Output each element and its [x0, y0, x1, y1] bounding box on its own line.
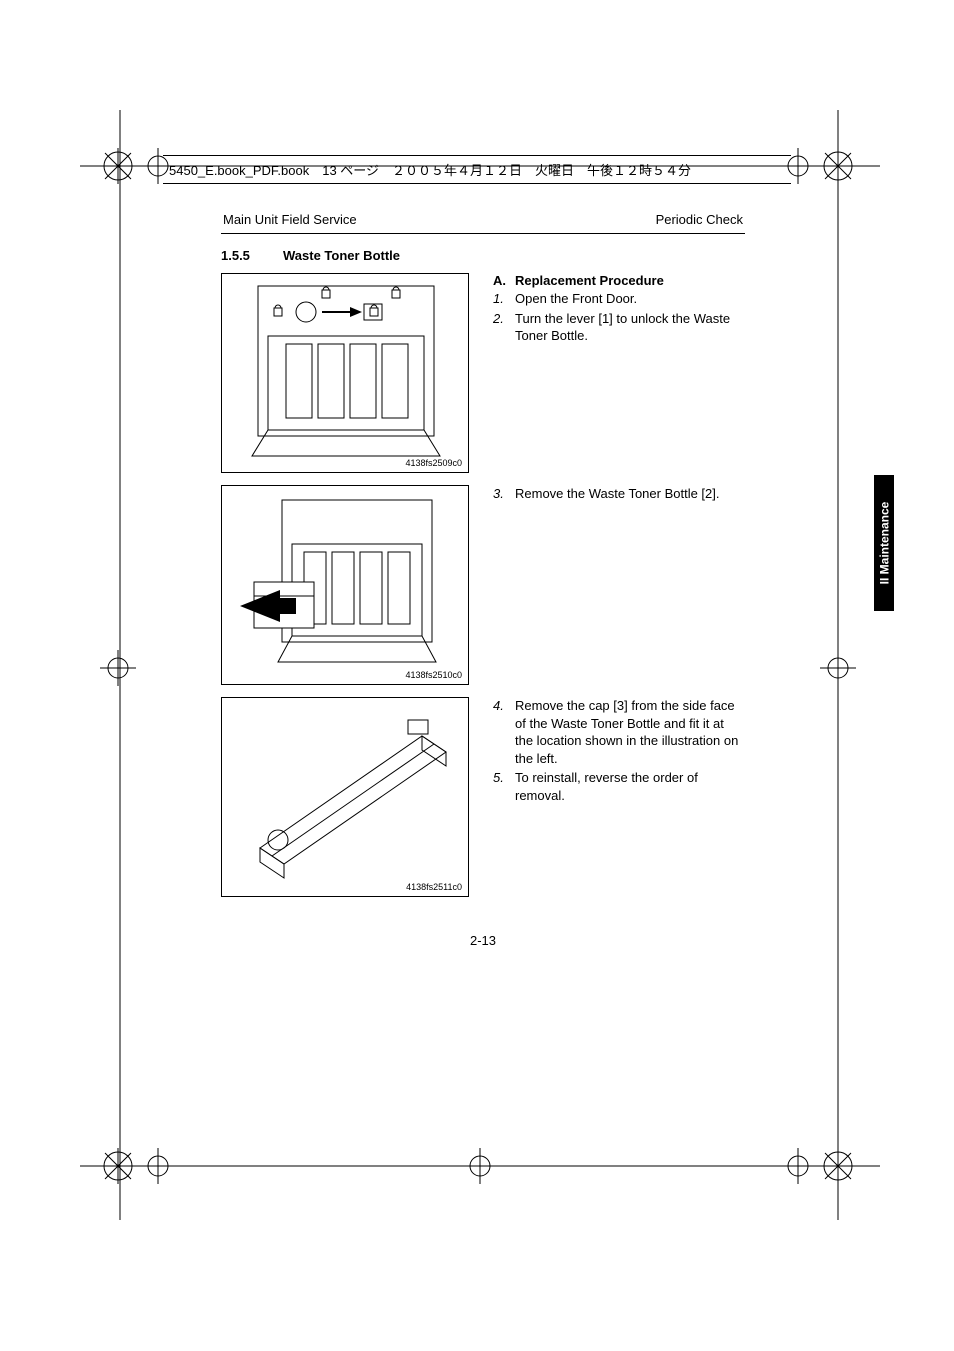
page-frame: 5450_E.book_PDF.book 13 ページ ２００５年４月１２日 火…: [143, 155, 823, 1185]
side-tab-maintenance: II Maintenance: [874, 475, 894, 611]
figure-1: 4138fs2509c0: [221, 273, 469, 473]
subhead-text: Replacement Procedure: [515, 273, 664, 288]
figure-2-label: 4138fs2510c0: [405, 670, 462, 680]
figure-3-label: 4138fs2511c0: [406, 882, 462, 892]
step-3: 3.Remove the Waste Toner Bottle [2].: [493, 485, 745, 503]
step-1: 1.Open the Front Door.: [493, 290, 745, 308]
running-head-right: Periodic Check: [656, 212, 743, 227]
section-number: 1.5.5: [221, 248, 283, 263]
procedure-subhead: A.Replacement Procedure: [493, 273, 745, 288]
step-5: 5.To reinstall, reverse the order of rem…: [493, 769, 745, 804]
procedure-block-c: 4.Remove the cap [3] from the side face …: [493, 697, 745, 897]
section-title: Waste Toner Bottle: [283, 248, 400, 263]
subhead-letter: A.: [493, 273, 515, 288]
row-2: 4138fs2510c0 3.Remove the Waste Toner Bo…: [221, 485, 745, 685]
step-2: 2.Turn the lever [1] to unlock the Waste…: [493, 310, 745, 345]
print-banner: 5450_E.book_PDF.book 13 ページ ２００５年４月１２日 火…: [163, 155, 791, 184]
section-heading: 1.5.5Waste Toner Bottle: [221, 248, 745, 263]
procedure-block-b: 3.Remove the Waste Toner Bottle [2].: [493, 485, 745, 685]
figure-1-label: 4138fs2509c0: [405, 458, 462, 468]
step-4: 4.Remove the cap [3] from the side face …: [493, 697, 745, 767]
page-number: 2-13: [143, 933, 823, 948]
figure-2: 4138fs2510c0: [221, 485, 469, 685]
row-3: 4138fs2511c0 4.Remove the cap [3] from t…: [221, 697, 745, 897]
figure-3: 4138fs2511c0: [221, 697, 469, 897]
side-tab-label: II Maintenance: [877, 502, 891, 585]
procedure-block-a: A.Replacement Procedure 1.Open the Front…: [493, 273, 745, 473]
running-head-left: Main Unit Field Service: [223, 212, 357, 227]
row-1: 4138fs2509c0 A.Replacement Procedure 1.O…: [221, 273, 745, 473]
running-head: Main Unit Field Service Periodic Check: [221, 212, 745, 234]
